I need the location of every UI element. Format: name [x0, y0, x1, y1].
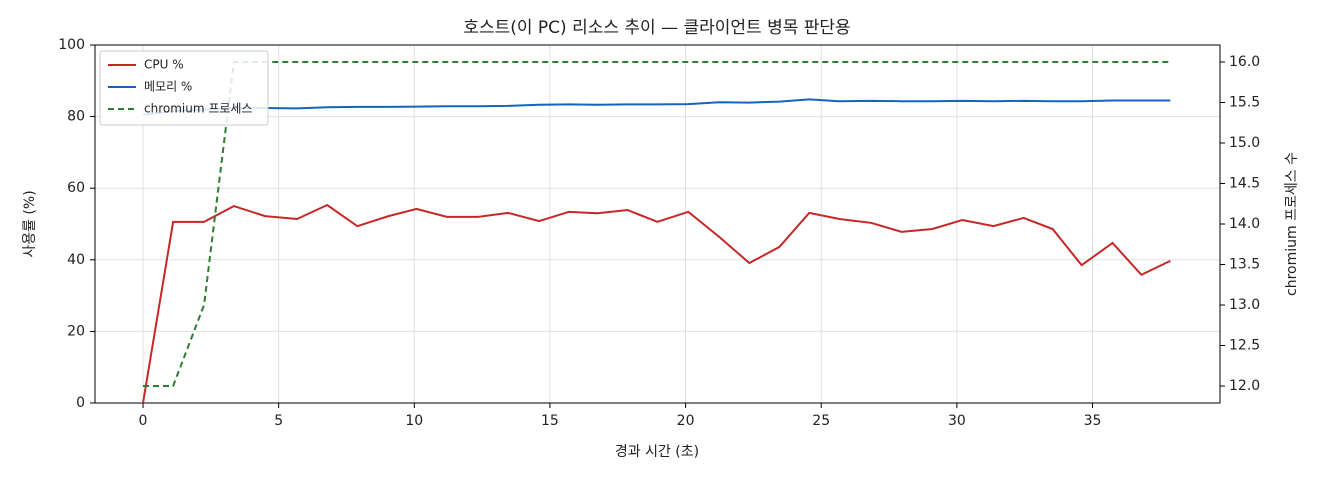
y2-tick-label: 15.0 [1229, 135, 1260, 151]
y-tick-label: 80 [67, 109, 85, 125]
y-tick-label: 40 [67, 252, 85, 268]
x-tick-label: 35 [1084, 413, 1102, 429]
x-tick-label: 25 [812, 413, 830, 429]
y2-tick-label: 14.5 [1229, 176, 1260, 192]
x-tick-label: 5 [274, 413, 283, 429]
y2-tick-label: 16.0 [1229, 54, 1260, 70]
x-tick-label: 20 [677, 413, 695, 429]
legend-label: 메모리 % [144, 80, 192, 94]
y2-tick-label: 14.0 [1229, 216, 1260, 232]
y2-tick-label: 12.5 [1229, 337, 1260, 353]
y2-tick-label: 13.0 [1229, 297, 1260, 313]
y-axis-label: 사용률 (%) [22, 190, 38, 257]
x-tick-label: 10 [405, 413, 423, 429]
legend-label: chromium 프로세스 [144, 102, 253, 116]
y2-tick-label: 13.5 [1229, 256, 1260, 272]
plot-frame [94, 44, 1221, 404]
y-tick-label: 0 [76, 395, 85, 411]
legend-box [99, 50, 269, 126]
x-tick-label: 15 [541, 413, 559, 429]
chart-title: 호스트(이 PC) 리소스 추이 — 클라이언트 병목 판단용 [463, 18, 850, 38]
x-tick-label: 30 [948, 413, 966, 429]
x-tick-label: 0 [139, 413, 148, 429]
y2-axis-label: chromium 프로세스 수 [1284, 152, 1300, 296]
y-tick-label: 100 [58, 37, 85, 53]
y2-tick-label: 12.0 [1229, 378, 1260, 394]
y-tick-label: 60 [67, 180, 85, 196]
x-axis-label: 경과 시간 (초) [615, 444, 699, 460]
y2-tick-label: 15.5 [1229, 95, 1260, 111]
legend-label: CPU % [144, 58, 184, 72]
data-line [142, 98, 1171, 116]
y-tick-label: 20 [67, 323, 85, 339]
data-line [143, 61, 1171, 387]
data-line [142, 203, 1171, 404]
